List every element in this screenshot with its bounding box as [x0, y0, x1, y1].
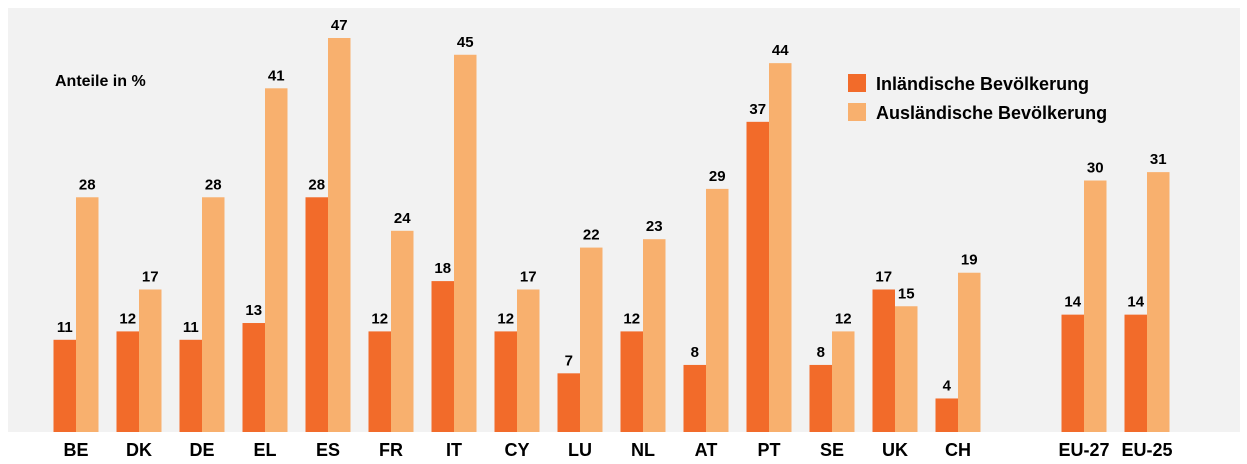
bar	[809, 364, 832, 432]
bar	[328, 38, 351, 432]
bar	[368, 331, 391, 432]
x-tick-label: UK	[882, 440, 908, 459]
bar	[1147, 172, 1170, 432]
x-tick-label: AT	[695, 440, 718, 459]
bar	[242, 323, 265, 432]
value-label: 12	[835, 310, 852, 327]
bar	[454, 54, 477, 432]
bar	[643, 239, 666, 432]
x-tick-label: PT	[757, 440, 780, 459]
x-tick-label: CY	[504, 440, 529, 459]
x-tick-label: EU-25	[1121, 440, 1172, 459]
bar	[391, 230, 414, 432]
bar	[265, 88, 288, 432]
value-label: 12	[623, 310, 640, 327]
value-label: 15	[898, 285, 915, 302]
value-label: 7	[565, 352, 573, 369]
value-label: 12	[371, 310, 388, 327]
value-label: 44	[772, 42, 789, 59]
value-label: 17	[875, 268, 892, 285]
bar	[53, 339, 76, 432]
value-label: 17	[520, 268, 537, 285]
value-label: 41	[268, 67, 285, 84]
value-label: 19	[961, 252, 978, 269]
x-tick-label: SE	[820, 440, 844, 459]
value-label: 24	[394, 210, 411, 227]
legend-label: Inländische Bevölkerung	[876, 74, 1089, 94]
bar	[76, 197, 99, 432]
bar	[494, 331, 517, 432]
bar	[202, 197, 225, 432]
value-label: 8	[817, 344, 825, 361]
value-label: 22	[583, 227, 600, 244]
value-label: 28	[205, 176, 222, 193]
bar	[706, 188, 729, 432]
x-tick-label: BE	[63, 440, 88, 459]
value-label: 13	[245, 302, 262, 319]
bar	[431, 281, 454, 432]
legend-label: Ausländische Bevölkerung	[876, 103, 1107, 123]
value-label: 18	[434, 260, 451, 277]
x-tick-label: DK	[126, 440, 152, 459]
value-label: 11	[183, 319, 199, 336]
bar	[620, 331, 643, 432]
bar	[580, 247, 603, 432]
value-label: 37	[749, 101, 766, 118]
value-label: 17	[142, 268, 159, 285]
value-label: 11	[57, 319, 73, 336]
bar	[935, 398, 958, 432]
bar	[872, 289, 895, 432]
value-label: 14	[1064, 294, 1081, 311]
bar	[1124, 314, 1147, 432]
value-label: 31	[1150, 151, 1167, 168]
x-tick-label: IT	[446, 440, 462, 459]
value-label: 14	[1127, 294, 1144, 311]
value-label: 28	[79, 176, 96, 193]
value-label: 30	[1087, 160, 1104, 177]
bar	[832, 331, 855, 432]
value-label: 29	[709, 168, 726, 185]
value-label: 12	[119, 310, 136, 327]
bar	[683, 364, 706, 432]
bar	[517, 289, 540, 432]
x-tick-label: EU-27	[1058, 440, 1109, 459]
x-tick-label: EL	[253, 440, 276, 459]
x-tick-label: CH	[945, 440, 971, 459]
x-tick-label: FR	[379, 440, 403, 459]
x-tick-label: ES	[316, 440, 340, 459]
value-label: 8	[691, 344, 699, 361]
bar	[139, 289, 162, 432]
value-label: 23	[646, 218, 663, 235]
bar	[305, 197, 328, 432]
bar	[1061, 314, 1084, 432]
bar	[769, 63, 792, 433]
value-label: 45	[457, 34, 474, 51]
bar	[179, 339, 202, 432]
legend-swatch	[848, 74, 866, 92]
x-tick-label: DE	[189, 440, 214, 459]
bar	[557, 373, 580, 432]
bar	[1084, 180, 1107, 432]
y-axis-label: Anteile in %	[55, 73, 146, 90]
value-label: 47	[331, 17, 348, 34]
bar	[895, 306, 918, 432]
bar	[116, 331, 139, 432]
legend-swatch	[848, 103, 866, 121]
bar	[958, 272, 981, 432]
value-label: 4	[943, 377, 952, 394]
bar	[746, 121, 769, 433]
x-tick-label: LU	[568, 440, 592, 459]
value-label: 28	[308, 176, 325, 193]
x-tick-label: NL	[631, 440, 655, 459]
value-label: 12	[497, 310, 514, 327]
